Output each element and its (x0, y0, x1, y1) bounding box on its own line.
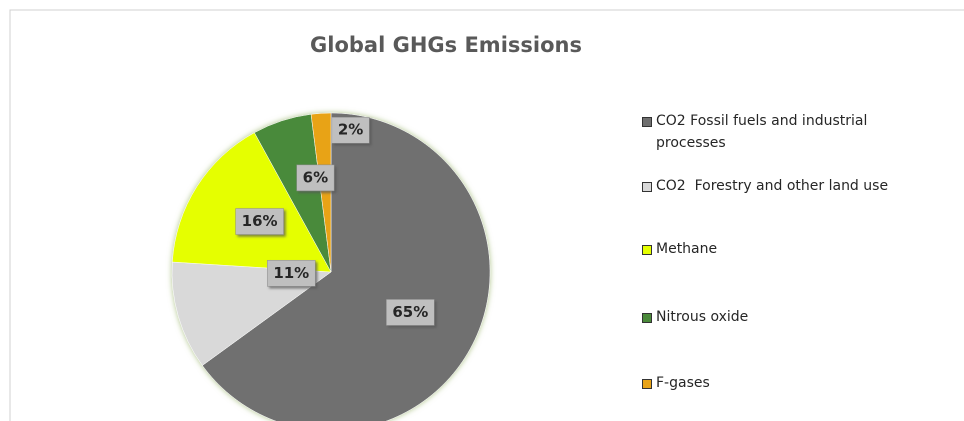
legend-item: F-gases (642, 372, 956, 394)
legend-label: Methane (656, 241, 718, 257)
data-label: 11% (273, 264, 309, 282)
legend-swatch (642, 245, 652, 255)
data-label-box (267, 260, 316, 287)
data-label-group: 16% (235, 208, 284, 235)
legend-item: CO2 Forestry and other land use (642, 175, 956, 197)
chart-border (9, 9, 964, 421)
chart-title: Global GHGs Emissions (310, 33, 582, 57)
pie-slice (171, 261, 332, 366)
data-label: 16% (242, 212, 278, 230)
legend-swatch (642, 379, 652, 389)
legend-swatch (642, 313, 652, 323)
data-label: 2% (338, 121, 363, 139)
legend-label: F-gases (656, 375, 710, 391)
data-label: 65% (392, 303, 428, 321)
data-label-box (331, 116, 370, 144)
data-label-group: 6% (296, 164, 335, 192)
pie-slice (310, 112, 332, 273)
legend-item: Methane (642, 238, 956, 260)
legend-label: Nitrous oxide (656, 309, 749, 325)
data-label-box (235, 208, 284, 235)
data-label-box (386, 299, 435, 326)
legend-label: CO2 Fossil fuels and industrial processe… (656, 113, 872, 151)
data-label-group: 11% (267, 260, 316, 287)
data-label-group: 65% (386, 299, 435, 326)
data-label-group: 2% (331, 116, 370, 144)
legend-item: Nitrous oxide (642, 306, 956, 328)
data-label-box (296, 164, 335, 192)
data-label: 6% (303, 168, 328, 186)
pie (171, 112, 491, 421)
legend-item: CO2 Fossil fuels and industrial processe… (642, 110, 941, 154)
legend-label: CO2 Forestry and other land use (656, 178, 889, 194)
legend-swatch (642, 182, 652, 192)
legend-swatch (642, 117, 652, 127)
pie-slice (202, 112, 491, 421)
data-labels: 65% 11% 16% 6% 2% (235, 116, 435, 326)
pie-slice (172, 132, 332, 273)
